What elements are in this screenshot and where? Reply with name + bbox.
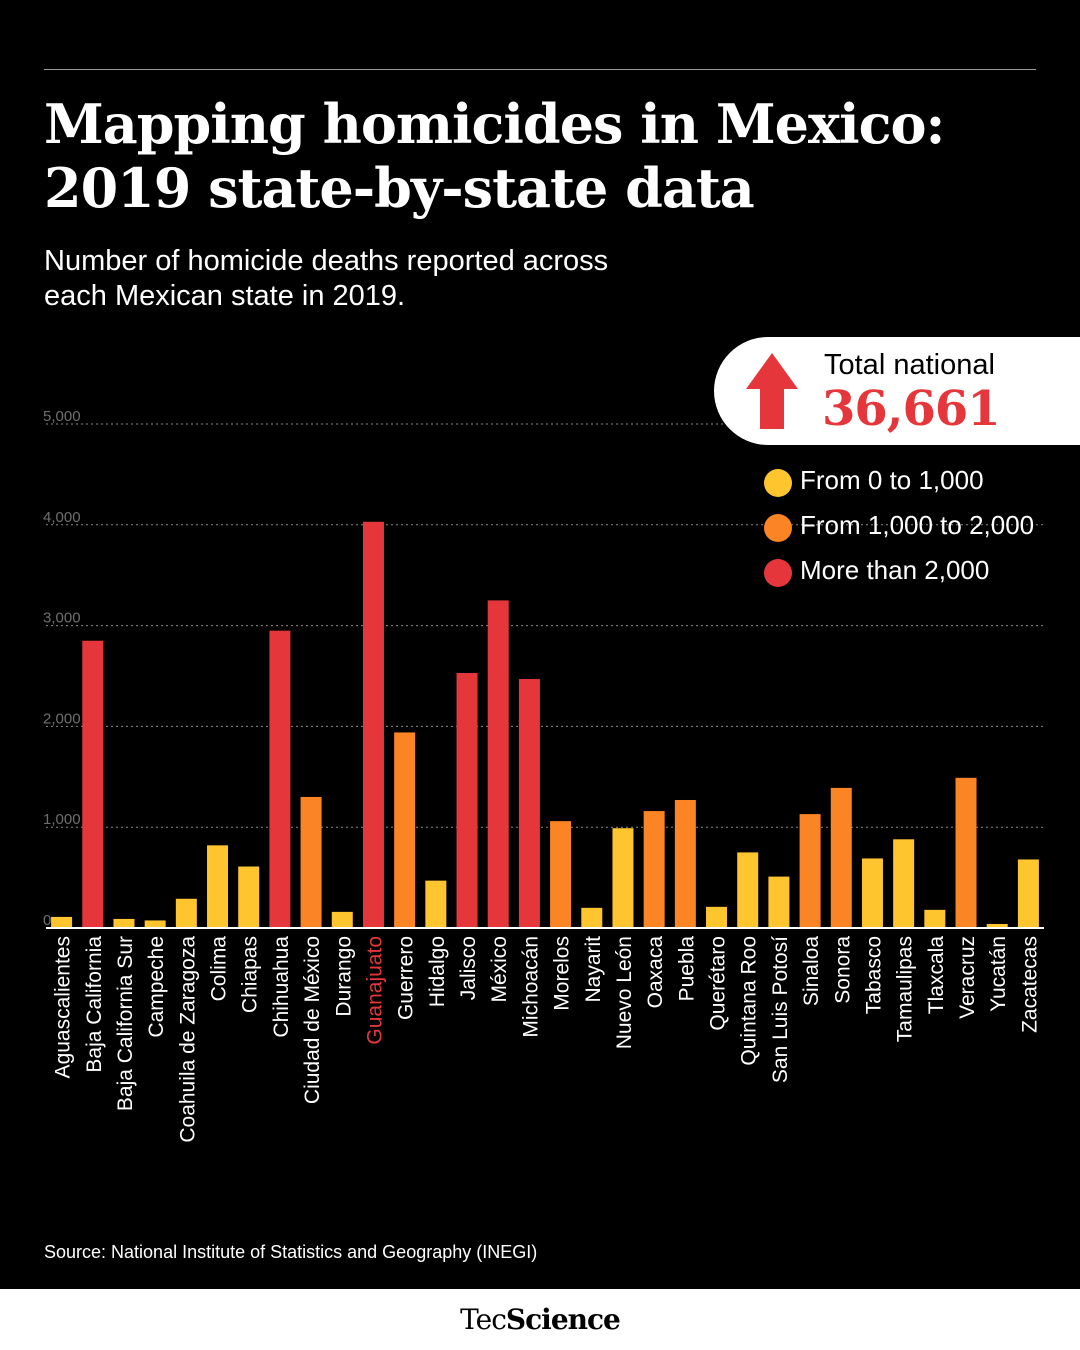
- y-tick-label: 3,000: [43, 610, 81, 627]
- x-tick-label: Guerrero: [395, 936, 418, 1020]
- x-tick-label: Aguascalientes: [52, 936, 75, 1078]
- page-title: Mapping homicides in Mexico: 2019 state-…: [44, 92, 1044, 220]
- total-national-card: Total national 36,661: [714, 337, 1080, 445]
- homicides-bar-chart: 0 1,000 2,000 3,000 4,000 5,000 Aguascalientes…: [43, 408, 1044, 1143]
- title-line-1: Mapping homicides in Mexico:: [44, 92, 945, 156]
- x-tick-label: Puebla: [675, 936, 698, 1002]
- arrow-up-icon: [746, 353, 798, 429]
- bar: [550, 821, 572, 928]
- bar: [955, 777, 977, 928]
- bar: [768, 876, 790, 928]
- bar: [113, 918, 135, 928]
- bar: [207, 845, 229, 928]
- x-tick-label: Querétaro: [707, 936, 730, 1031]
- brand-part-1: Tec: [460, 1303, 507, 1336]
- legend-label-low: From 0 to 1,000: [800, 465, 984, 495]
- y-tick-label: 5,000: [43, 408, 81, 425]
- top-rule: [44, 69, 1036, 70]
- source-note: Source: National Institute of Statistics…: [44, 1242, 538, 1262]
- x-tick-label: Coahuila de Zaragoza: [176, 936, 199, 1143]
- bar: [799, 814, 821, 928]
- x-tick-label: Chihuahua: [270, 936, 293, 1038]
- bar: [300, 796, 322, 928]
- x-tick-label: Zacatecas: [1018, 936, 1041, 1033]
- bar: [394, 732, 416, 928]
- x-tick-label: Ciudad de México: [301, 936, 324, 1104]
- bar: [487, 600, 509, 928]
- legend-dot-high: [764, 559, 792, 587]
- x-tick-label: San Luis Potosí: [769, 936, 792, 1083]
- subtitle-line-1: Number of homicide deaths reported acros…: [44, 245, 609, 277]
- x-tick-label: Campeche: [145, 936, 168, 1038]
- brand-logo: TecScience: [460, 1303, 621, 1336]
- y-tick-label: 0: [43, 912, 51, 929]
- bar: [175, 898, 197, 928]
- x-tick-label: Tamaulipas: [894, 936, 917, 1042]
- bar: [362, 521, 384, 928]
- x-tick-label: Baja California Sur: [114, 936, 137, 1111]
- bar: [830, 787, 852, 928]
- x-tick-label: México: [488, 936, 511, 1003]
- bar: [893, 839, 915, 928]
- x-tick-label: Baja California: [83, 936, 106, 1073]
- x-tick-label: Colima: [208, 936, 231, 1002]
- brand-part-2: Science: [505, 1303, 621, 1336]
- y-tick-label: 4,000: [43, 509, 81, 526]
- x-tick-label: Nayarit: [582, 936, 605, 1003]
- x-tick-label: Tlaxcala: [925, 936, 948, 1015]
- bar: [51, 916, 73, 928]
- bar: [737, 852, 759, 928]
- bar: [986, 923, 1008, 928]
- legend-dot-low: [764, 469, 792, 497]
- y-tick-label: 1,000: [43, 811, 81, 828]
- bar: [518, 679, 540, 928]
- total-value: 36,661: [822, 381, 1001, 437]
- x-tick-label: Oaxaca: [644, 936, 667, 1009]
- bar: [581, 907, 603, 928]
- x-tick-label: Hidalgo: [426, 936, 449, 1007]
- x-tick-label: Yucatán: [987, 936, 1010, 1012]
- title-line-2: 2019 state-by-state data: [44, 156, 755, 220]
- subtitle-line-2: each Mexican state in 2019.: [44, 280, 406, 312]
- bar: [456, 672, 478, 928]
- legend-label-mid: From 1,000 to 2,000: [800, 510, 1035, 540]
- bar: [1017, 859, 1039, 928]
- y-tick-label: 2,000: [43, 710, 81, 727]
- footer: TecScience: [0, 1289, 1080, 1350]
- bar: [82, 640, 104, 928]
- legend-dot-mid: [764, 514, 792, 542]
- bar: [425, 880, 447, 928]
- x-tick-label: Chiapas: [239, 936, 262, 1013]
- x-tick-label: Sinaloa: [800, 936, 823, 1006]
- x-tick-label: Guanajuato: [363, 936, 386, 1045]
- bar: [643, 811, 665, 928]
- x-tick-label: Nuevo León: [613, 936, 636, 1049]
- x-tick-label: Morelos: [551, 936, 574, 1011]
- x-tick-label: Michoacán: [519, 936, 542, 1038]
- bar: [861, 858, 883, 928]
- x-tick-label: Durango: [332, 936, 355, 1017]
- legend-label-high: More than 2,000: [800, 555, 990, 585]
- total-label: Total national: [824, 349, 995, 381]
- x-tick-label: Sonora: [831, 936, 854, 1004]
- x-tick-label: Veracruz: [956, 936, 979, 1019]
- subtitle: Number of homicide deaths reported acros…: [44, 244, 744, 314]
- bar: [144, 920, 166, 928]
- bar: [674, 799, 696, 928]
- bar: [331, 911, 353, 928]
- bar: [612, 828, 634, 928]
- bar: [269, 630, 291, 928]
- x-tick-label: Quintana Roo: [738, 936, 761, 1066]
- bar: [924, 909, 946, 928]
- bar: [706, 906, 728, 928]
- bar: [238, 866, 260, 928]
- x-tick-label: Jalisco: [457, 936, 480, 1000]
- x-tick-label: Tabasco: [862, 936, 885, 1014]
